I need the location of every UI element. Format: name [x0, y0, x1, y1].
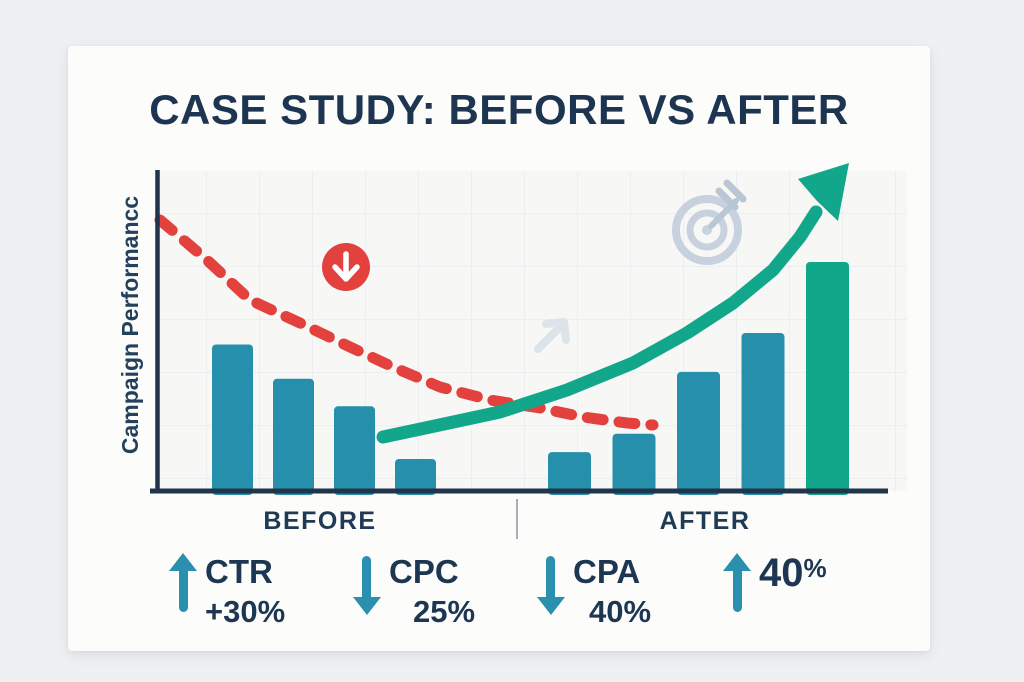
up-arrow-icon	[722, 553, 752, 615]
stat-value-number: 40	[759, 551, 804, 595]
x-group-label-after: AFTER	[659, 507, 751, 535]
bars-layer	[212, 262, 849, 495]
bullseye-target-icon	[672, 179, 747, 265]
bar-after-3	[677, 371, 720, 495]
stat-cpa: CPA 40%	[536, 553, 651, 627]
arrow-shaft	[178, 566, 188, 612]
before-after-divider	[516, 499, 518, 539]
stat-ctr: CTR +30%	[168, 553, 285, 627]
faint-up-right-arrow-icon	[534, 318, 570, 353]
chart-svg	[150, 163, 907, 495]
stat-label: CPC	[389, 553, 459, 590]
arrow-head	[169, 553, 197, 571]
arrow-shaft	[732, 566, 742, 612]
arrow-shaft	[362, 556, 372, 602]
arrow-shaft	[546, 556, 556, 602]
stat-value: 40%	[589, 594, 652, 629]
bar-before-3	[334, 406, 375, 495]
chart-title: CASE STUDY: BEFORE VS AFTER	[149, 86, 849, 133]
stat-overall-lift: 40%	[722, 553, 827, 615]
declining-trend-line	[154, 214, 659, 431]
bar-after-5	[806, 262, 849, 495]
bar-after-2	[612, 433, 656, 495]
bar-before-1	[212, 344, 253, 495]
stat-label: CTR	[205, 553, 273, 590]
trends-layer	[154, 205, 823, 444]
down-arrow-icon	[352, 553, 382, 615]
plot-grid	[157, 171, 907, 491]
icons-layer	[322, 179, 747, 353]
stat-value-percent: %	[803, 553, 827, 583]
stat-cpc: CPC 25%	[352, 553, 475, 627]
stat-value: 25%	[413, 594, 476, 629]
bar-before-2	[273, 378, 314, 495]
rising-trend-arrow	[376, 205, 823, 444]
stat-big-value: 40%	[759, 553, 827, 593]
bar-after-1	[548, 452, 591, 495]
stat-value: +30%	[205, 594, 286, 629]
down-arrow-icon	[536, 553, 566, 615]
stat-label: CPA	[573, 553, 641, 590]
bar-after-4	[741, 332, 785, 495]
down-arrow-circle-icon	[322, 243, 370, 291]
bar-before-4	[395, 458, 436, 495]
x-group-label-before: BEFORE	[263, 507, 377, 535]
arrow-head	[723, 553, 751, 571]
growth-arrowhead-icon	[798, 163, 849, 221]
up-arrow-icon	[168, 553, 198, 615]
